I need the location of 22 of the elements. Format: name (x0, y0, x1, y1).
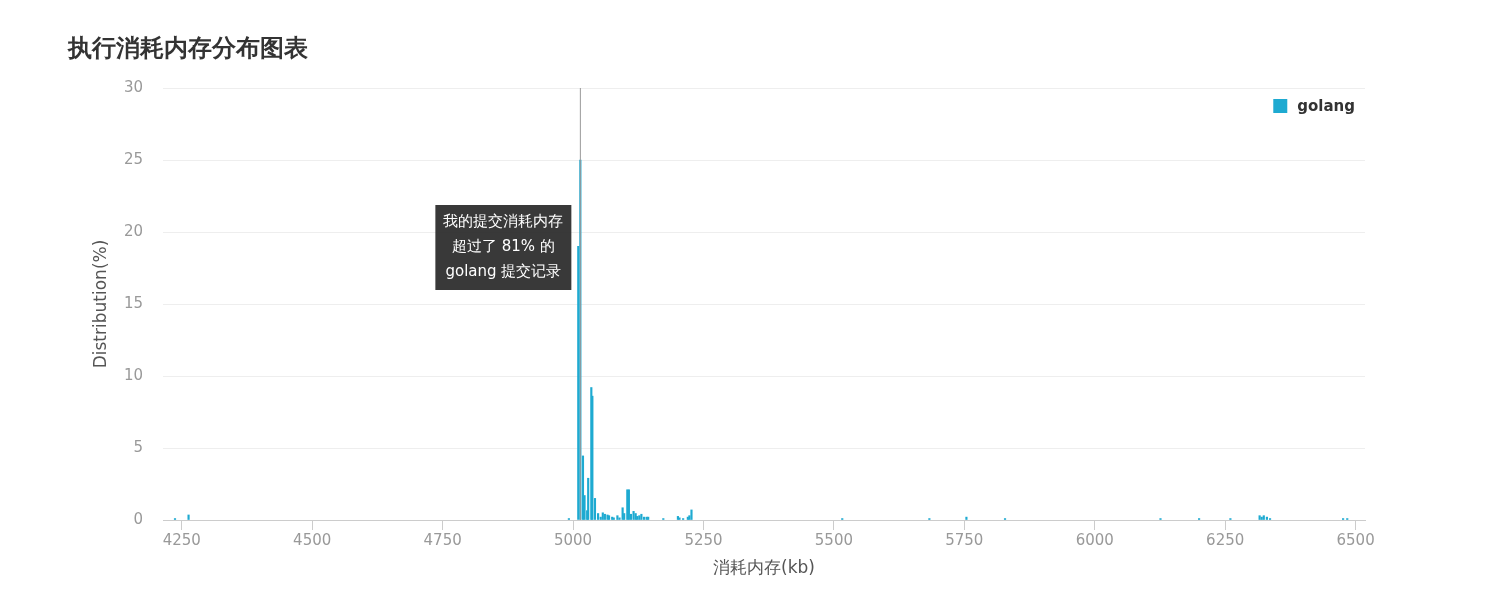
legend-label: golang (1297, 96, 1356, 115)
y-tick-label: 25 (123, 149, 143, 168)
x-tick-label: 6500 (1336, 530, 1375, 549)
x-tick-label: 5000 (553, 530, 593, 549)
x-tick-label: 5750 (945, 530, 984, 549)
y-tick-label: 5 (133, 437, 143, 456)
x-tick-label: 4250 (162, 530, 201, 549)
chart-title: 执行消耗内存分布图表 (68, 33, 308, 63)
ref-line-label: 我的提交消耗内存超过了 81% 的 golang 提交记录 (443, 212, 564, 281)
x-tick-label: 4500 (293, 530, 332, 549)
x-tick-label: 5250 (684, 530, 723, 549)
y-tick-label: 10 (123, 365, 143, 384)
x-tick-label: 6250 (1206, 530, 1245, 549)
x-tick-label: 4750 (423, 530, 462, 549)
y-axis-title: Distribution(%) (89, 239, 110, 369)
y-tick-label: 15 (123, 293, 143, 312)
y-tick-label: 0 (133, 509, 143, 528)
y-tick-label: 20 (123, 221, 143, 240)
x-tick-label: 5500 (814, 530, 853, 549)
x-tick-label: 6000 (1075, 530, 1114, 549)
x-axis-title: 消耗内存(kb) (713, 557, 815, 578)
y-tick-label: 30 (123, 77, 143, 96)
